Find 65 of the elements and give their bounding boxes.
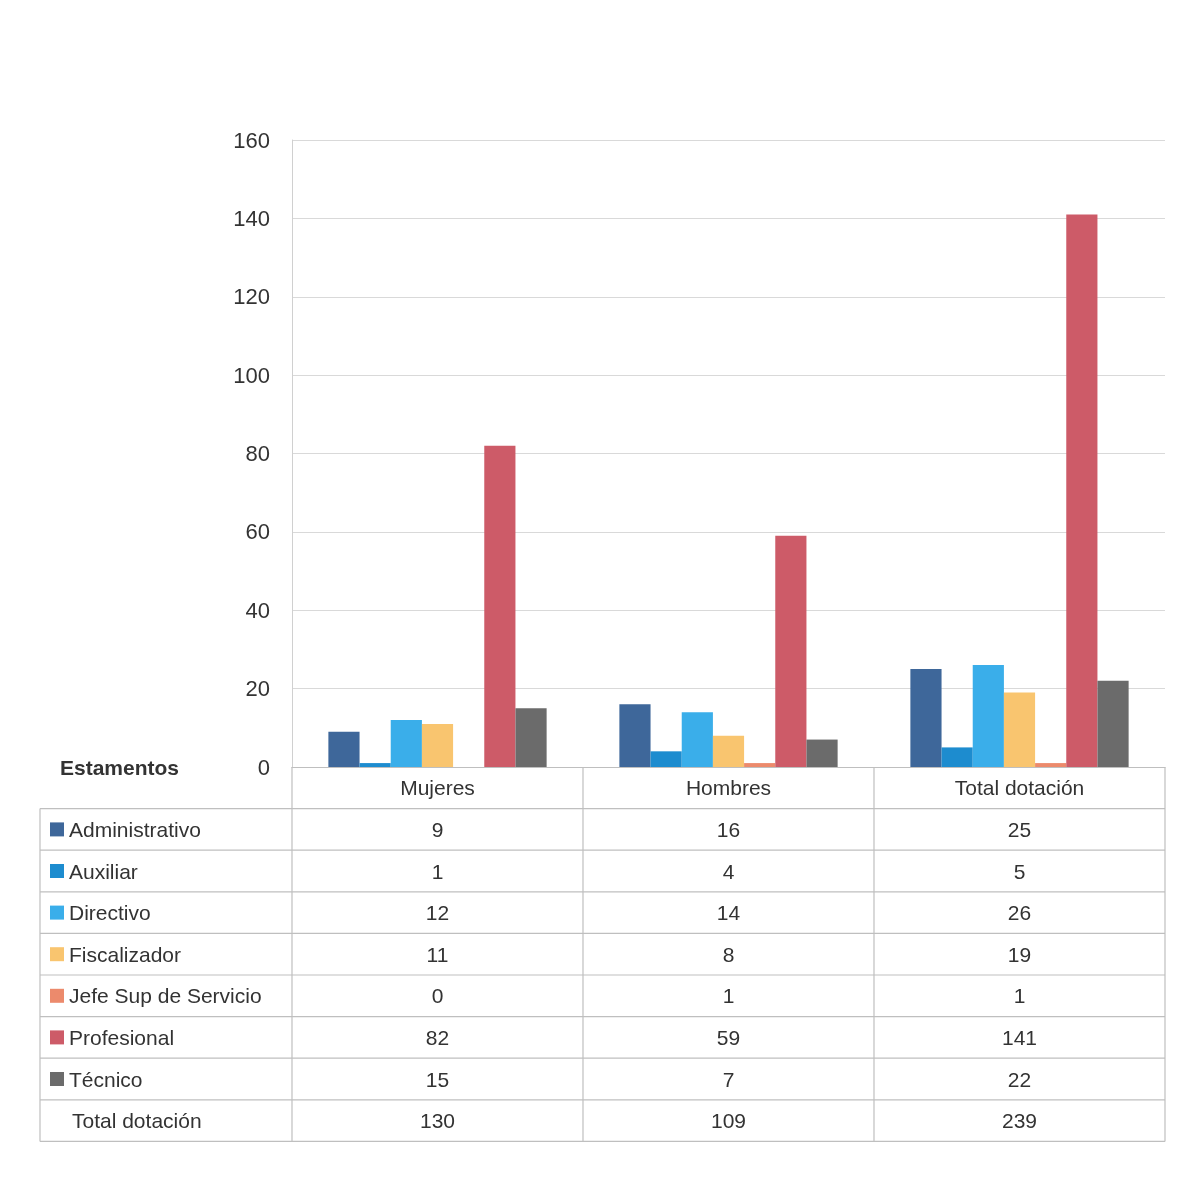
data-label: 26 bbox=[1007, 901, 1032, 925]
data-label: 59 bbox=[716, 1025, 741, 1049]
legend-label: Directivo bbox=[69, 901, 151, 925]
bar bbox=[484, 445, 516, 767]
data-label: 1 bbox=[431, 859, 444, 883]
bar bbox=[941, 747, 973, 767]
y-tick-label: 80 bbox=[245, 441, 270, 466]
legend-label: Administrativo bbox=[69, 817, 201, 841]
y-tick-label: 0 bbox=[257, 754, 270, 780]
bar bbox=[1035, 763, 1067, 767]
data-label: 7 bbox=[722, 1067, 735, 1091]
data-label: 82 bbox=[425, 1025, 450, 1049]
legend-label: Profesional bbox=[69, 1025, 175, 1049]
data-label: 22 bbox=[1007, 1067, 1032, 1091]
bar bbox=[712, 735, 745, 767]
data-label: 19 bbox=[1007, 942, 1032, 966]
text: 109 bbox=[710, 1109, 747, 1133]
bar bbox=[1097, 680, 1129, 767]
x-tick-label: Hombres bbox=[685, 776, 772, 799]
text: 130 bbox=[419, 1109, 456, 1133]
y-tick-label: 140 bbox=[233, 205, 270, 231]
data-label: 0 bbox=[431, 984, 444, 1008]
legend-label: Técnico bbox=[69, 1067, 143, 1091]
text: Total dotación bbox=[72, 1109, 202, 1133]
bar bbox=[775, 535, 807, 767]
legend-label: Fiscalizador bbox=[69, 942, 182, 966]
y-tick-label: 60 bbox=[245, 519, 270, 545]
bar bbox=[421, 723, 454, 767]
bar bbox=[910, 669, 942, 767]
y-tick-label: 100 bbox=[233, 362, 270, 388]
y-tick-label: 20 bbox=[245, 676, 270, 702]
bar bbox=[681, 712, 713, 767]
y-tick-label: 160 bbox=[233, 127, 270, 153]
bar bbox=[650, 751, 682, 767]
bar bbox=[1066, 214, 1098, 767]
data-label: 15 bbox=[425, 1067, 450, 1091]
data-label: 4 bbox=[722, 859, 735, 883]
bar bbox=[744, 763, 776, 767]
y-tick-label: 120 bbox=[233, 284, 270, 310]
bar bbox=[328, 731, 360, 767]
data-label: 8 bbox=[722, 942, 735, 966]
bar bbox=[515, 708, 547, 767]
data-label: 1 bbox=[722, 984, 735, 1008]
legend-title: Estamentos bbox=[60, 755, 180, 779]
data-label: 16 bbox=[716, 817, 741, 841]
data-label: 11 bbox=[426, 942, 449, 966]
legend-label: Jefe Sup de Servicio bbox=[69, 984, 262, 1008]
data-label: 12 bbox=[425, 901, 450, 925]
x-tick-label: Mujeres bbox=[400, 776, 475, 799]
bar bbox=[1003, 692, 1036, 767]
bar bbox=[390, 719, 422, 767]
data-label: 141 bbox=[1001, 1025, 1038, 1049]
data-label: 14 bbox=[716, 901, 741, 925]
bar bbox=[359, 763, 391, 767]
legend-label: Auxiliar bbox=[69, 859, 138, 883]
data-label: 1 bbox=[1013, 984, 1026, 1008]
bar bbox=[972, 665, 1004, 767]
data-label: 25 bbox=[1007, 817, 1032, 841]
text: 239 bbox=[1001, 1109, 1038, 1133]
y-tick-label: 40 bbox=[245, 597, 270, 623]
bar bbox=[619, 704, 651, 767]
data-label: 9 bbox=[431, 817, 444, 841]
bar bbox=[806, 739, 838, 767]
x-tick-label: Total dotación bbox=[954, 776, 1085, 799]
data-label: 5 bbox=[1013, 859, 1026, 883]
